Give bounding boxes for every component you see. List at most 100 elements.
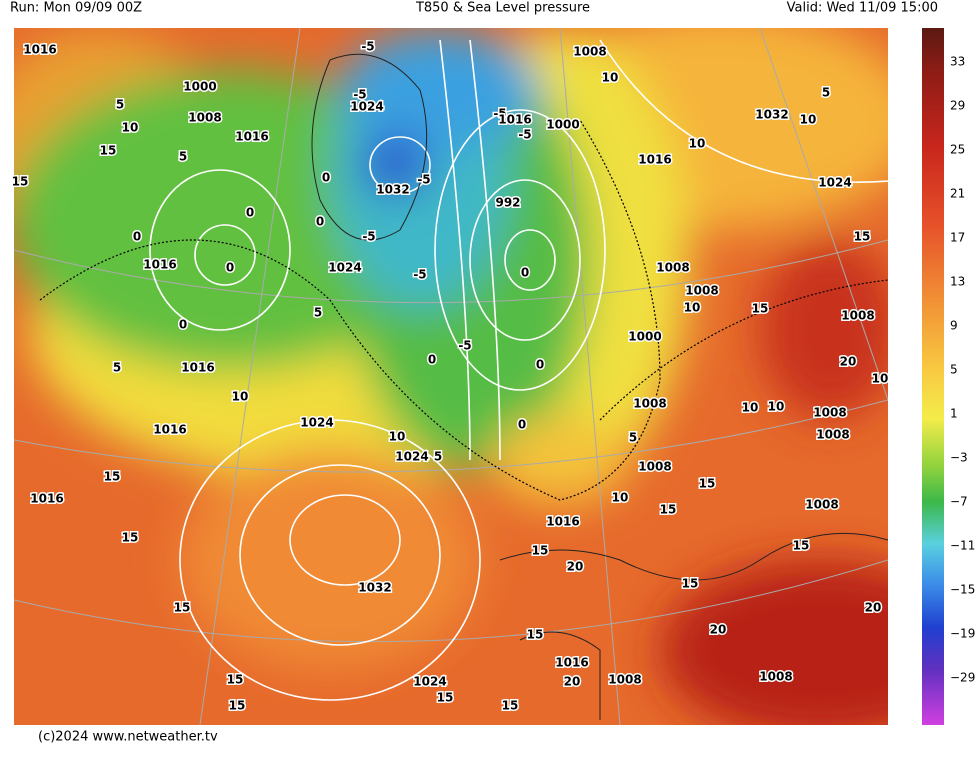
- map-label: 0: [226, 261, 234, 275]
- map-label: 15: [527, 628, 544, 642]
- map-label: 5: [629, 431, 637, 445]
- colorbar-label: −19: [950, 627, 975, 641]
- copyright: (c)2024 www.netweather.tv: [38, 730, 218, 745]
- map-label: 20: [567, 560, 584, 574]
- colorbar-label: 5: [950, 363, 958, 377]
- map-label: 15: [660, 503, 677, 517]
- map: [14, 28, 888, 725]
- map-label: 1024: [413, 675, 446, 689]
- map-label: 5: [434, 450, 442, 464]
- map-label: 1016: [181, 361, 214, 375]
- map-label: -5: [417, 173, 430, 187]
- map-label: 1016: [638, 153, 671, 167]
- map-label: 1008: [188, 111, 221, 125]
- map-label: 1008: [759, 670, 792, 684]
- map-label: 1016: [498, 113, 531, 127]
- map-label: 1016: [143, 258, 176, 272]
- map-label: 1032: [755, 108, 788, 122]
- colorbar-label: 9: [950, 319, 958, 333]
- map-label: 1032: [376, 183, 409, 197]
- colorbar-label: 33: [950, 55, 965, 69]
- map-label: 1000: [183, 80, 216, 94]
- map-label: 0: [133, 230, 141, 244]
- map-label: 15: [12, 175, 29, 189]
- colorbar-label: −15: [950, 583, 975, 597]
- colorbar-label: −11: [950, 539, 975, 553]
- map-label: 10: [684, 301, 701, 315]
- map-label: 20: [710, 623, 727, 637]
- map-label: 10: [800, 113, 817, 127]
- colorbar-label: 25: [950, 143, 965, 157]
- map-label: 10: [122, 121, 139, 135]
- map-label: 1016: [235, 130, 268, 144]
- map-label: 5: [179, 150, 187, 164]
- map-label: 10: [612, 491, 629, 505]
- map-label: 992: [495, 196, 520, 210]
- map-label: -5: [353, 88, 366, 102]
- map-label: 0: [518, 418, 526, 432]
- map-label: 10: [232, 390, 249, 404]
- map-label: 1008: [633, 397, 666, 411]
- map-label: 1032: [358, 581, 391, 595]
- map-label: 1016: [555, 656, 588, 670]
- map-label: 1008: [608, 673, 641, 687]
- map-label: 1016: [23, 43, 56, 57]
- map-label: 1008: [805, 498, 838, 512]
- map-label: 0: [246, 206, 254, 220]
- map-label: 1024: [350, 100, 383, 114]
- map-label: 15: [227, 673, 244, 687]
- map-label: -5: [413, 268, 426, 282]
- map-label: 15: [752, 302, 769, 316]
- colorbar-label: −29: [950, 671, 975, 685]
- colorbar-label: 17: [950, 231, 965, 245]
- map-label: 0: [428, 353, 436, 367]
- map-label: 5: [113, 361, 121, 375]
- map-label: 1008: [573, 45, 606, 59]
- map-label: 20: [865, 601, 882, 615]
- chart-title: T850 & Sea Level pressure: [415, 1, 590, 16]
- colorbar-label: 21: [950, 187, 965, 201]
- map-label: -5: [458, 339, 471, 353]
- run-label: Run: Mon 09/09 00Z: [10, 1, 142, 16]
- map-label: -5: [518, 128, 531, 142]
- map-label: 10: [742, 401, 759, 415]
- map-label: 15: [122, 531, 139, 545]
- map-label: 1000: [628, 330, 661, 344]
- map-label: 1016: [30, 492, 63, 506]
- map-label: 1008: [638, 460, 671, 474]
- map-label: 5: [822, 86, 830, 100]
- map-label: -5: [362, 230, 375, 244]
- map-label: 15: [502, 699, 519, 713]
- map-label: 1024: [395, 450, 428, 464]
- map-label: 15: [854, 230, 871, 244]
- map-label: 1008: [685, 284, 718, 298]
- map-label: 1024: [328, 261, 361, 275]
- map-label: 15: [229, 699, 246, 713]
- colorbar-label: 29: [950, 99, 965, 113]
- map-label: 1024: [818, 176, 851, 190]
- map-label: 10: [602, 71, 619, 85]
- map-label: 5: [116, 98, 124, 112]
- map-label: 15: [104, 470, 121, 484]
- map-label: 15: [532, 544, 549, 558]
- map-label: 15: [437, 691, 454, 705]
- map-label: 15: [682, 577, 699, 591]
- map-label: -5: [493, 107, 506, 121]
- map-label: 20: [840, 355, 857, 369]
- map-label: 10: [768, 400, 785, 414]
- map-label: 1016: [153, 423, 186, 437]
- colorbar-label: 13: [950, 275, 965, 289]
- map-label: 0: [179, 318, 187, 332]
- map-label: 10: [389, 430, 406, 444]
- colorbar-label: −3: [950, 451, 968, 465]
- map-label: 0: [521, 266, 529, 280]
- map-label: 0: [322, 171, 330, 185]
- map-label: 15: [100, 144, 117, 158]
- colorbar-label: 1: [950, 407, 958, 421]
- map-label: 1016: [546, 515, 579, 529]
- map-label: 0: [536, 358, 544, 372]
- map-label: 20: [564, 675, 581, 689]
- map-label: 0: [316, 215, 324, 229]
- map-label: 1008: [841, 309, 874, 323]
